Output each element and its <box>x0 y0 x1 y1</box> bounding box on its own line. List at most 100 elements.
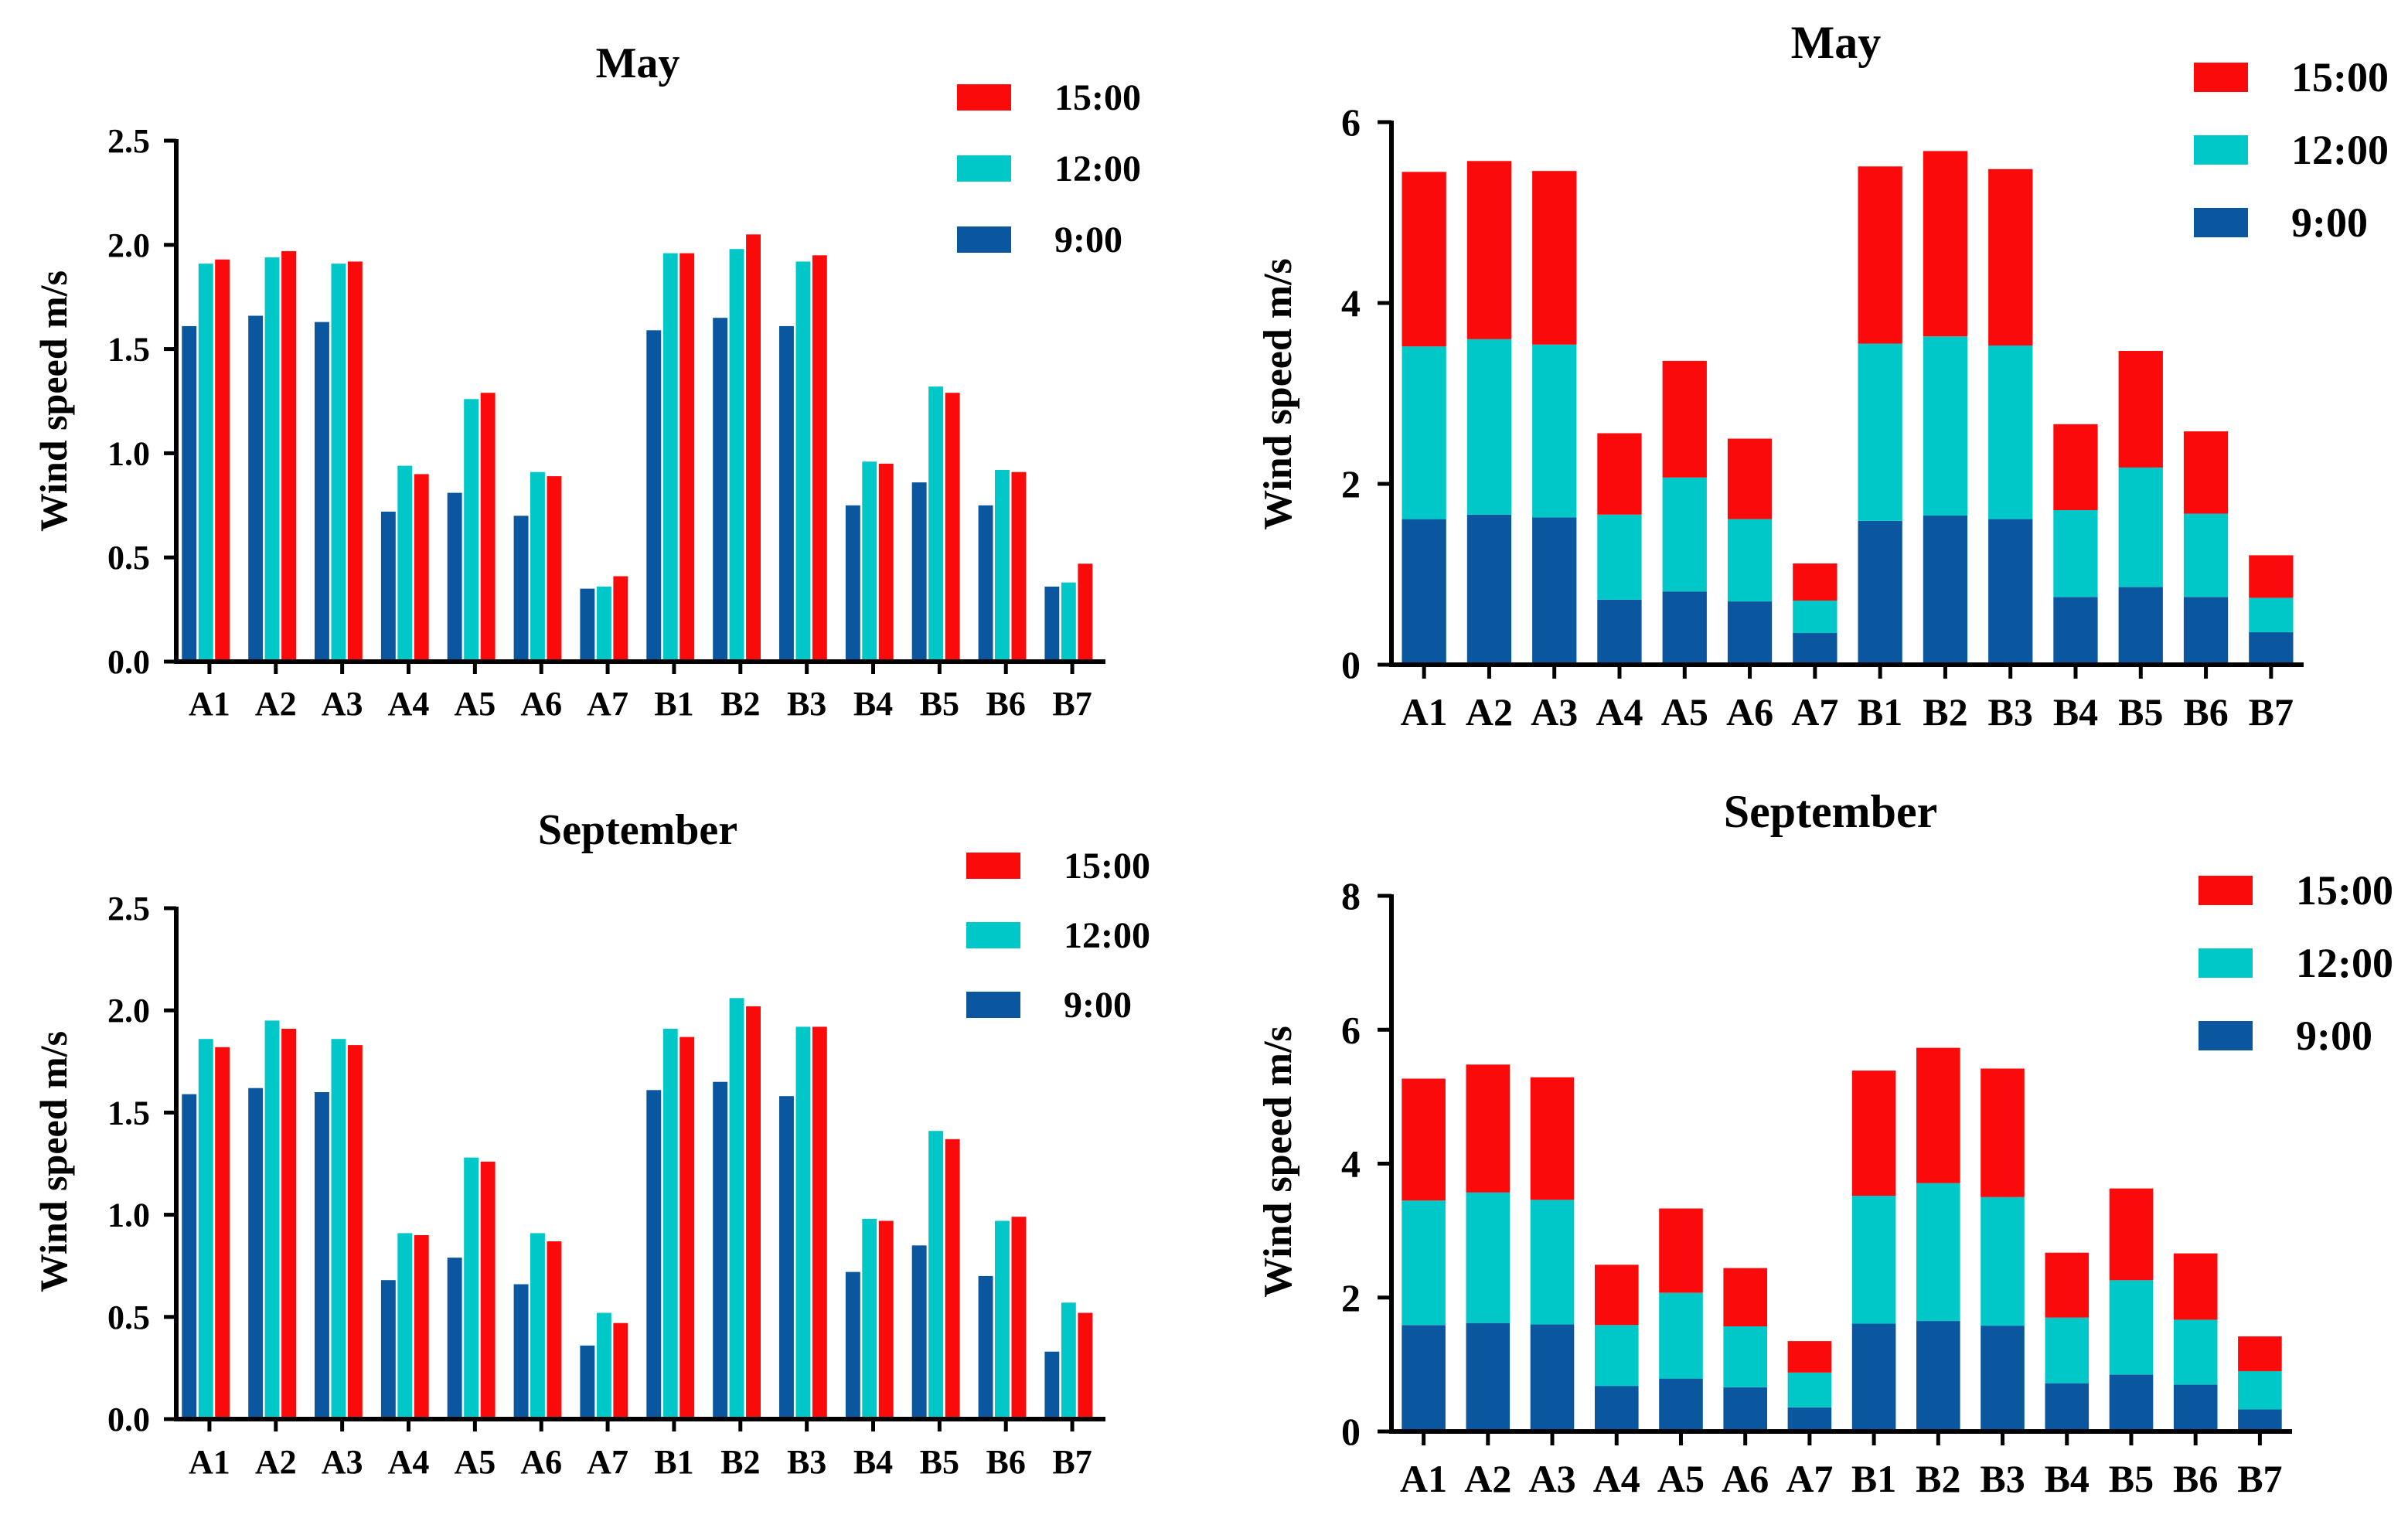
y-tick-label: 2 <box>1341 462 1361 505</box>
bar-segment-B3-900 <box>1981 1326 2025 1431</box>
bar-B5-1500 <box>945 1139 960 1419</box>
bar-segment-A6-1200 <box>1727 519 1773 602</box>
legend-label-1500: 15:00 <box>2291 54 2389 100</box>
bar-B7-900 <box>1044 586 1060 662</box>
bar-segment-B7-900 <box>2238 1409 2282 1431</box>
y-tick-label: 0 <box>1341 643 1361 686</box>
x-tick-label-B4: B4 <box>2045 1457 2090 1500</box>
bar-segment-B5-900 <box>2109 1374 2154 1431</box>
bar-A4-1500 <box>414 1235 429 1419</box>
bar-segment-A1-1200 <box>1402 346 1446 519</box>
x-tick-label-A6: A6 <box>520 685 562 723</box>
x-tick-label-B1: B1 <box>1851 1457 1896 1500</box>
bar-A2-1200 <box>264 257 280 662</box>
bar-A2-1500 <box>281 250 296 662</box>
x-tick-label-B2: B2 <box>720 685 760 723</box>
bar-segment-A6-900 <box>1723 1387 1767 1431</box>
legend-swatch-900 <box>2194 208 2248 237</box>
x-tick-label-A3: A3 <box>1531 690 1578 734</box>
chart-may-grouped: May Wind speed m/s 0.0 0.5 1.0 1.5 2.0 2.5 A1 A2 A… <box>32 39 1141 723</box>
bar-A5-1200 <box>464 1157 479 1419</box>
x-tick-label-B7: B7 <box>2237 1457 2282 1500</box>
bar-B3-900 <box>779 325 794 662</box>
bar-B4-1500 <box>878 463 894 662</box>
bar-segment-A3-900 <box>1532 517 1577 665</box>
chart-title: September <box>1724 786 1938 837</box>
bar-segment-B7-1200 <box>2238 1371 2282 1410</box>
x-tick-label-A5: A5 <box>454 1443 496 1481</box>
bar-B2-1500 <box>746 234 761 662</box>
bar-segment-B5-900 <box>2118 587 2163 665</box>
bar-A7-900 <box>580 1345 595 1419</box>
bar-segment-A2-1200 <box>1466 1192 1511 1323</box>
bar-B4-900 <box>845 505 860 662</box>
x-tick-label-A4: A4 <box>1593 1457 1640 1500</box>
bar-segment-A4-1200 <box>1595 1325 1639 1387</box>
chart-title: May <box>1791 17 1882 68</box>
bar-segment-B2-900 <box>1923 516 1968 665</box>
bar-segment-B6-900 <box>2173 1384 2218 1431</box>
bar-B5-900 <box>911 1245 927 1419</box>
bar-A5-1500 <box>480 1161 496 1419</box>
bar-segment-B4-1500 <box>2053 424 2098 510</box>
bar-B4-1500 <box>878 1220 894 1419</box>
x-tick-label-B1: B1 <box>654 1443 693 1481</box>
x-tick-label-A7: A7 <box>587 1443 628 1481</box>
legend-label-900: 9:00 <box>2296 1013 2372 1059</box>
bar-segment-B4-1500 <box>2045 1252 2090 1318</box>
bar-segment-B6-1500 <box>2173 1253 2218 1320</box>
bar-segment-A4-1200 <box>1597 514 1642 600</box>
y-tick-label: 8 <box>1341 874 1361 917</box>
y-axis-label: Wind speed m/s <box>32 1031 75 1292</box>
x-tick-label-A1: A1 <box>189 1443 230 1481</box>
bar-segment-A1-1200 <box>1402 1200 1446 1326</box>
bar-segment-B4-1200 <box>2045 1317 2090 1384</box>
bar-segment-A7-900 <box>1787 1407 1832 1431</box>
x-tick-label-B4: B4 <box>853 1443 893 1481</box>
bar-segment-B7-900 <box>2249 631 2294 665</box>
x-tick-label-B1: B1 <box>654 685 693 723</box>
bar-segment-A4-1500 <box>1597 433 1642 515</box>
bar-B2-1500 <box>746 1006 761 1419</box>
x-tick-label-B5: B5 <box>2118 690 2163 734</box>
bar-segment-B7-1500 <box>2249 555 2294 598</box>
legend-label-1500: 15:00 <box>2296 867 2393 914</box>
bar-segment-B1-1200 <box>1858 343 1902 521</box>
legend-swatch-1500 <box>966 853 1020 879</box>
y-axis-label: Wind speed m/s <box>32 271 75 532</box>
bar-segment-B3-1200 <box>1981 1197 2025 1326</box>
bar-B6-1200 <box>995 1220 1010 1419</box>
y-tick-label: 1.0 <box>107 1197 150 1234</box>
legend-swatch-1200 <box>2199 948 2253 978</box>
y-axis-label: Wind speed m/s <box>1256 258 1300 530</box>
bar-B3-1500 <box>812 255 827 662</box>
bar-A5-1500 <box>480 393 496 662</box>
bar-segment-B7-1200 <box>2249 597 2294 632</box>
bar-A6-1500 <box>547 476 562 662</box>
bar-segment-A4-900 <box>1597 599 1642 665</box>
chart-title: May <box>596 39 680 87</box>
x-tick-label-A5: A5 <box>454 685 496 723</box>
bar-segment-B3-1500 <box>1981 1068 2025 1197</box>
x-tick-label-A2: A2 <box>1466 690 1513 734</box>
bar-segment-A6-900 <box>1727 601 1773 665</box>
bar-segment-A7-1200 <box>1787 1372 1832 1408</box>
x-tick-label-A5: A5 <box>1661 690 1708 734</box>
bar-A1-1500 <box>215 1047 230 1419</box>
x-tick-label-B2: B2 <box>1916 1457 1960 1500</box>
bar-A7-1500 <box>613 576 628 662</box>
x-tick-label-A2: A2 <box>255 685 297 723</box>
legend-swatch-1500 <box>2194 63 2248 92</box>
y-tick-label: 1.5 <box>107 1094 150 1132</box>
x-tick-label-A7: A7 <box>587 685 628 723</box>
y-tick-label: 0.5 <box>107 539 150 577</box>
legend-label-1500: 15:00 <box>1054 77 1141 118</box>
chart-may-stacked: May Wind speed m/s 0 2 4 6 A1 A2 A3 A4 A5 A6 A7 B1 B2 B… <box>1256 17 2389 734</box>
bar-A1-900 <box>182 1094 197 1419</box>
bar-segment-A2-1500 <box>1466 1064 1511 1193</box>
bar-B2-900 <box>713 318 728 662</box>
bar-A4-1500 <box>414 474 429 662</box>
legend-swatch-1500 <box>957 84 1011 111</box>
bar-A2-1200 <box>264 1020 280 1419</box>
bar-segment-B5-1200 <box>2118 467 2163 587</box>
